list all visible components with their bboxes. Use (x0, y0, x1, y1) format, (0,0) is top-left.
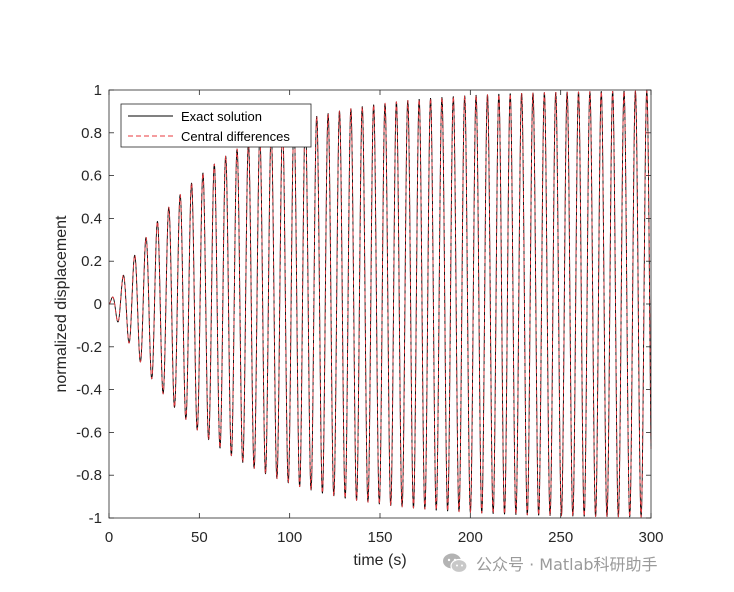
legend-box (120, 103, 312, 148)
x-tick-label: 250 (548, 529, 573, 546)
legend-label-central-differences: Central differences (181, 129, 290, 144)
y-tick-label: -0.2 (76, 339, 102, 356)
y-tick-label: 0 (94, 296, 102, 313)
y-tick-label: -0.4 (76, 382, 102, 399)
wechat-icon (442, 552, 468, 574)
y-tick-label: -1 (89, 510, 102, 527)
y-tick-label: 0.8 (81, 125, 102, 142)
y-tick-label: -0.6 (76, 424, 102, 441)
legend-label-exact-solution: Exact solution (181, 109, 262, 124)
y-tick-label: -0.8 (76, 467, 102, 484)
x-tick-label: 150 (367, 529, 392, 546)
y-tick-label: 0.4 (81, 210, 102, 227)
x-tick-label: 50 (191, 529, 208, 546)
plot-area (109, 90, 651, 518)
series-line-central-differences (108, 90, 652, 518)
x-tick-label: 100 (277, 529, 302, 546)
legend: Exact solution Central differences (120, 103, 312, 148)
y-tick-label: 0.2 (81, 253, 102, 270)
y-axis-label: normalized displacement (53, 215, 70, 393)
x-ticks: 0 50 100 150 200 250 300 (105, 90, 664, 546)
x-axis-label: time (s) (353, 552, 406, 569)
y-tick-label: 1 (94, 82, 102, 99)
y-ticks: -1 -0.8 -0.6 -0.4 -0.2 0 0.2 0.4 0.6 0.8 1 (76, 82, 651, 527)
y-tick-label: 0.6 (81, 168, 102, 185)
series-layer (108, 90, 652, 518)
watermark-text: 公众号 · Matlab科研助手 (476, 555, 658, 574)
x-tick-label: 0 (105, 529, 113, 546)
watermark: 公众号 · Matlab科研助手 (442, 550, 658, 576)
x-tick-label: 300 (638, 529, 663, 546)
x-tick-label: 200 (458, 529, 483, 546)
